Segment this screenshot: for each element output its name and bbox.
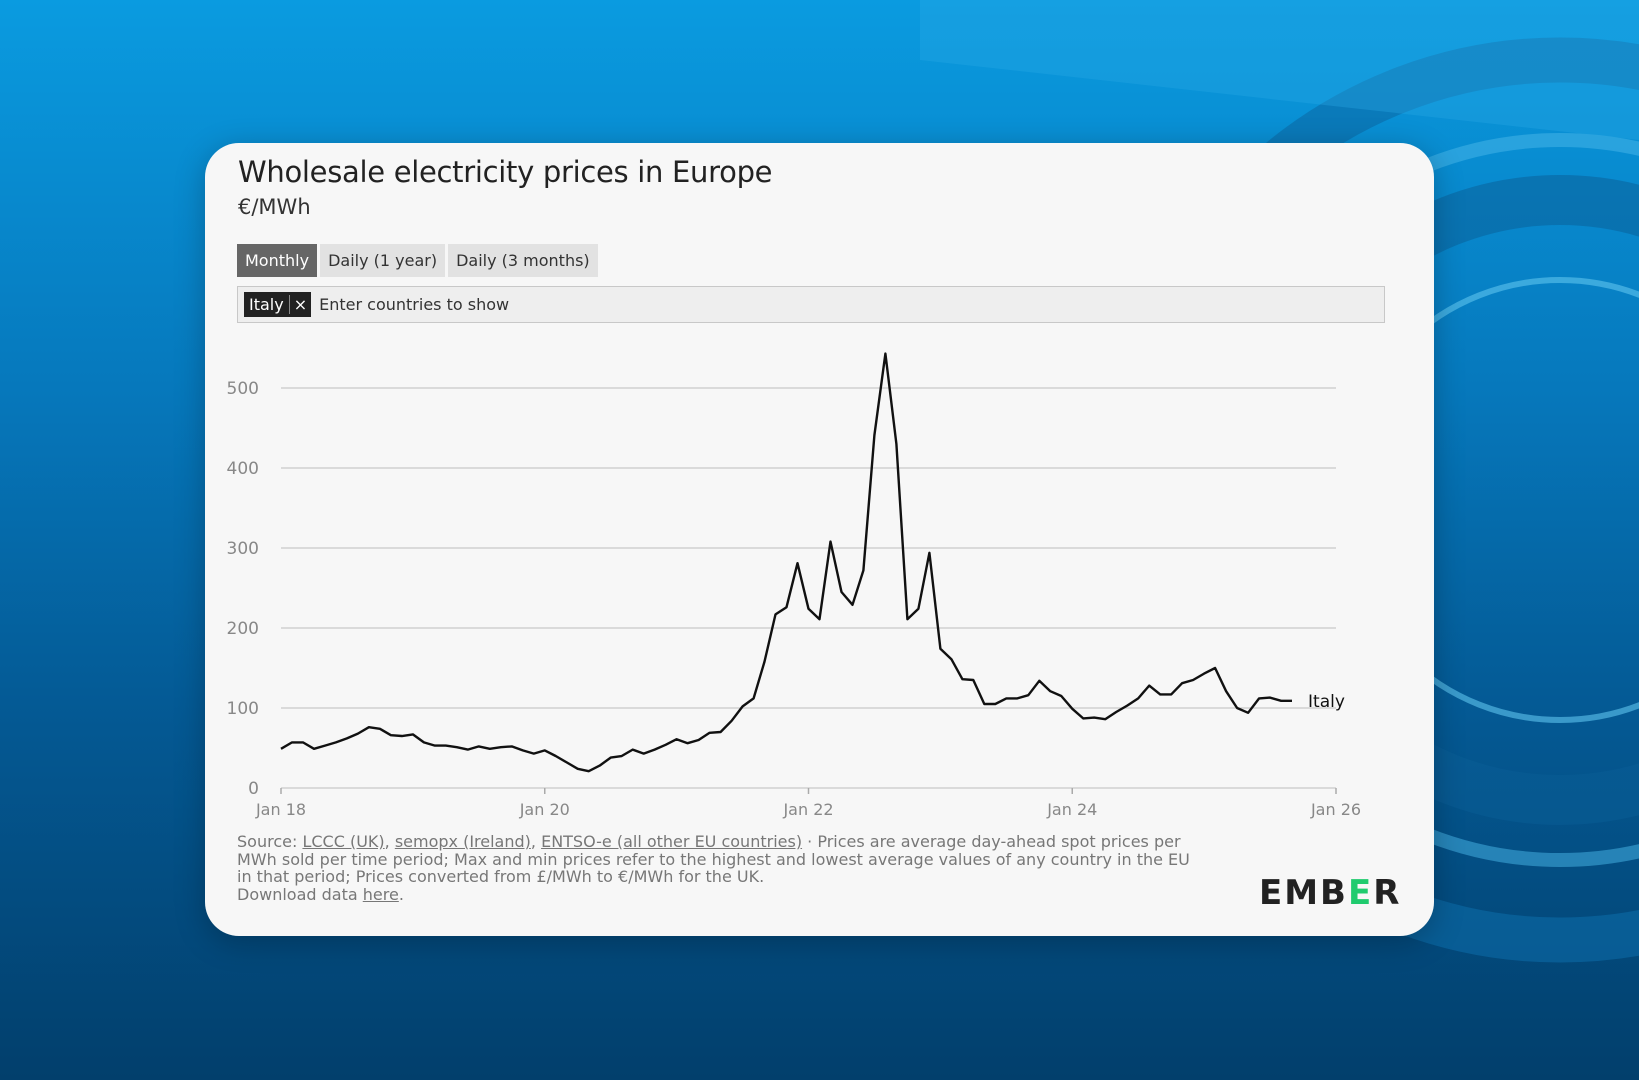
y-tick-label: 400 [227, 459, 259, 479]
series-label: Italy [1308, 692, 1345, 712]
country-chip-italy: Italy × [244, 292, 312, 317]
country-search-input[interactable]: Italy × Enter countries to show [237, 286, 1385, 323]
x-tick-label: Jan 18 [255, 800, 306, 819]
y-tick-label: 100 [227, 699, 259, 719]
x-tick-label: Jan 22 [782, 800, 833, 819]
y-tick-label: 500 [227, 379, 259, 399]
ember-logo: EMBER [1259, 873, 1402, 913]
x-tick-label: Jan 20 [519, 800, 570, 819]
x-tick-label: Jan 24 [1046, 800, 1097, 819]
source-link-entsoe[interactable]: ENTSO-e (all other EU countries) [541, 832, 803, 851]
y-tick-label: 300 [227, 539, 259, 559]
tab-daily-1-year[interactable]: Daily (1 year) [320, 244, 446, 277]
source-link-lccc[interactable]: LCCC (UK) [302, 832, 385, 851]
page-title: Wholesale electricity prices in Europe [238, 155, 773, 189]
tab-monthly[interactable]: Monthly [237, 244, 318, 277]
line-chart: 0 100 200 300 400 500 Jan 18 Jan 20 Jan 22 Jan 24… [227, 352, 1361, 819]
download-suffix: . [398, 884, 404, 904]
download-data-link[interactable]: here [362, 884, 399, 904]
series-line-italy [280, 352, 1292, 773]
source-link-semopx[interactable]: semopx (Ireland) [394, 832, 531, 851]
y-tick-label: 200 [227, 619, 259, 639]
tab-daily-3-months[interactable]: Daily (3 months) [448, 244, 598, 277]
period-tabs: Monthly Daily (1 year) Daily (3 months) [237, 244, 598, 277]
source-note-text: · Prices are average day-ahead spot pric… [237, 832, 1190, 886]
unit-label: €/MWh [238, 195, 311, 219]
y-tick-label: 0 [248, 779, 259, 799]
x-tick-label: Jan 26 [1310, 800, 1361, 819]
chart-card: Wholesale electricity prices in Europe €… [205, 143, 1434, 936]
country-input-placeholder[interactable]: Enter countries to show [319, 295, 510, 314]
source-prefix: Source: [237, 832, 303, 851]
source-note: Source: LCCC (UK), semopx (Ireland), ENT… [237, 832, 1190, 904]
country-chip-label: Italy [249, 295, 284, 314]
remove-country-icon[interactable]: × [288, 295, 311, 314]
download-prefix: Download data [237, 884, 363, 904]
